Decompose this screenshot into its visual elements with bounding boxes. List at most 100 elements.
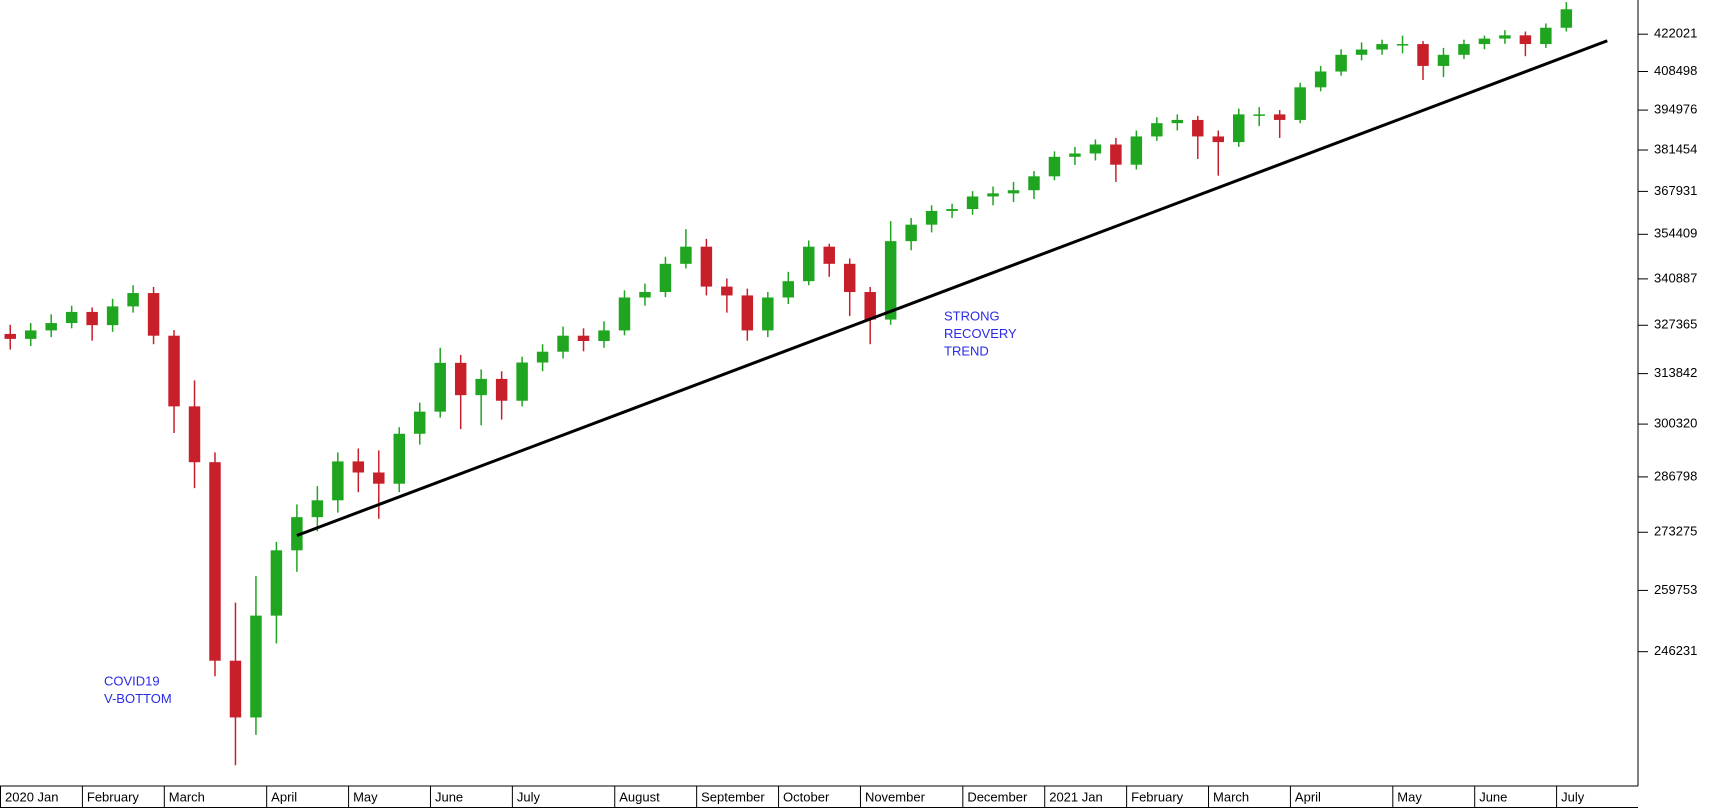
y-tick-label: 246231 bbox=[1654, 643, 1697, 658]
candle-body bbox=[639, 292, 651, 298]
candle-body bbox=[291, 517, 303, 551]
candle-body bbox=[1396, 44, 1409, 46]
annotation: COVID19 bbox=[104, 673, 160, 688]
candle-body bbox=[332, 461, 344, 501]
x-tick-label: May bbox=[353, 789, 378, 804]
candle-body bbox=[966, 196, 979, 210]
x-tick-label: March bbox=[1213, 789, 1249, 804]
annotation: RECOVERY bbox=[944, 326, 1017, 341]
candle-body bbox=[414, 411, 426, 434]
candle-body bbox=[618, 297, 631, 331]
candle-body bbox=[127, 293, 139, 307]
candle-body bbox=[516, 362, 528, 401]
candle-body bbox=[454, 362, 467, 396]
candle-body bbox=[864, 292, 876, 320]
x-tick-label: December bbox=[967, 789, 1028, 804]
candle-body bbox=[1048, 156, 1061, 177]
candle-body bbox=[106, 306, 119, 326]
candle-body bbox=[1519, 35, 1532, 45]
candle-body bbox=[1294, 87, 1306, 120]
candle-body bbox=[1151, 123, 1163, 137]
x-tick-label: April bbox=[271, 789, 297, 804]
candle-body bbox=[823, 246, 835, 264]
candle-body bbox=[475, 378, 487, 396]
trendline bbox=[296, 39, 1608, 537]
x-tick-label: April bbox=[1295, 789, 1321, 804]
y-tick-label: 367931 bbox=[1654, 183, 1697, 198]
candle-body bbox=[209, 462, 221, 661]
candle-body bbox=[229, 660, 242, 718]
candle-body bbox=[1314, 71, 1327, 88]
y-tick-label: 259753 bbox=[1654, 582, 1697, 597]
candle-body bbox=[1458, 44, 1470, 55]
candle-body bbox=[1478, 38, 1491, 45]
candle-body bbox=[1253, 114, 1265, 116]
candle-body bbox=[311, 500, 324, 518]
candle-body bbox=[843, 263, 856, 293]
candle-body bbox=[782, 281, 795, 298]
y-tick-label: 381454 bbox=[1654, 141, 1697, 156]
candle-body bbox=[495, 378, 508, 401]
candle-body bbox=[1376, 44, 1388, 50]
candle-body bbox=[1540, 27, 1552, 45]
x-tick-label: July bbox=[1561, 789, 1585, 804]
candle-body bbox=[4, 333, 16, 339]
candle-body bbox=[373, 472, 385, 484]
x-tick-label: 2020 Jan bbox=[5, 789, 59, 804]
x-tick-label: September bbox=[701, 789, 765, 804]
x-tick-label: June bbox=[435, 789, 463, 804]
x-tick-label: October bbox=[783, 789, 830, 804]
candle-body bbox=[598, 330, 610, 342]
candle-body bbox=[188, 406, 201, 463]
candle-body bbox=[1212, 136, 1224, 143]
candle-body bbox=[1233, 114, 1245, 143]
candle-body bbox=[86, 311, 98, 326]
y-tick-label: 422021 bbox=[1654, 26, 1697, 41]
annotation: STRONG bbox=[944, 308, 1000, 323]
candle-body bbox=[1192, 119, 1204, 137]
y-tick-label: 300320 bbox=[1654, 416, 1697, 431]
candle-body bbox=[905, 224, 917, 242]
candle-body bbox=[1417, 44, 1429, 66]
candle-body bbox=[270, 550, 283, 616]
candle-body bbox=[987, 193, 999, 197]
candle-body bbox=[536, 351, 549, 363]
candle-body bbox=[393, 433, 405, 484]
x-tick-label: March bbox=[169, 789, 205, 804]
candle-body bbox=[65, 311, 78, 324]
candle-body bbox=[680, 246, 692, 264]
candle-body bbox=[1273, 114, 1286, 120]
candle-body bbox=[803, 246, 815, 282]
candle-body bbox=[1355, 49, 1368, 55]
y-tick-label: 313842 bbox=[1654, 365, 1697, 380]
candle-body bbox=[925, 210, 938, 225]
y-tick-label: 354409 bbox=[1654, 226, 1697, 241]
candle-body bbox=[1110, 144, 1122, 165]
candle-body bbox=[1171, 119, 1184, 124]
candle-body bbox=[250, 615, 262, 718]
candle-body bbox=[1130, 136, 1143, 165]
candle-body bbox=[168, 335, 180, 407]
candle-body bbox=[700, 246, 713, 287]
candle-body bbox=[352, 461, 365, 473]
candle-body bbox=[1499, 35, 1511, 39]
candle-body bbox=[45, 323, 57, 331]
candle-body bbox=[147, 293, 160, 336]
x-tick-label: 2021 Jan bbox=[1049, 789, 1103, 804]
candle-body bbox=[1560, 9, 1573, 28]
y-tick-label: 394976 bbox=[1654, 102, 1697, 117]
candle-body bbox=[434, 362, 446, 412]
y-tick-label: 273275 bbox=[1654, 524, 1697, 539]
candle-body bbox=[1069, 153, 1081, 157]
candle-body bbox=[946, 209, 958, 211]
y-tick-label: 340887 bbox=[1654, 270, 1697, 285]
candle-body bbox=[659, 263, 672, 293]
candle-body bbox=[884, 241, 897, 320]
x-tick-label: June bbox=[1479, 789, 1507, 804]
candle-body bbox=[762, 297, 774, 331]
y-tick-label: 286798 bbox=[1654, 468, 1697, 483]
candle-body bbox=[721, 286, 733, 296]
y-tick-label: 408498 bbox=[1654, 63, 1697, 78]
